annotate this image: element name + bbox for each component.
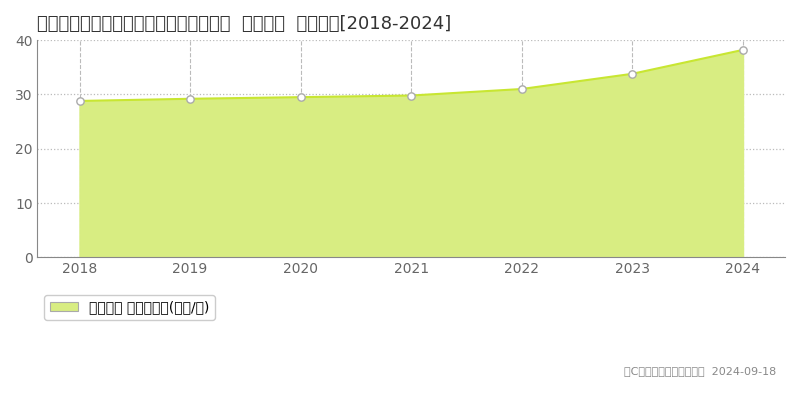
Point (515, 86, 528, 92)
Legend: 基準地価 平均坪単価(万円/坪): 基準地価 平均坪単価(万円/坪) (45, 295, 215, 320)
Point (405, 92, 418, 99)
Point (184, 96, 197, 102)
Text: （C）土地価格ドットコム  2024-09-18: （C）土地価格ドットコム 2024-09-18 (624, 366, 776, 376)
Text: 茨城県つくば市学園の森２丁目２９番３  基準地価  地価推移[2018-2024]: 茨城県つくば市学園の森２丁目２９番３ 基準地価 地価推移[2018-2024] (38, 15, 452, 33)
Point (294, 94, 307, 100)
Point (73, 98, 86, 104)
Point (626, 70, 639, 77)
Point (737, 47, 750, 53)
